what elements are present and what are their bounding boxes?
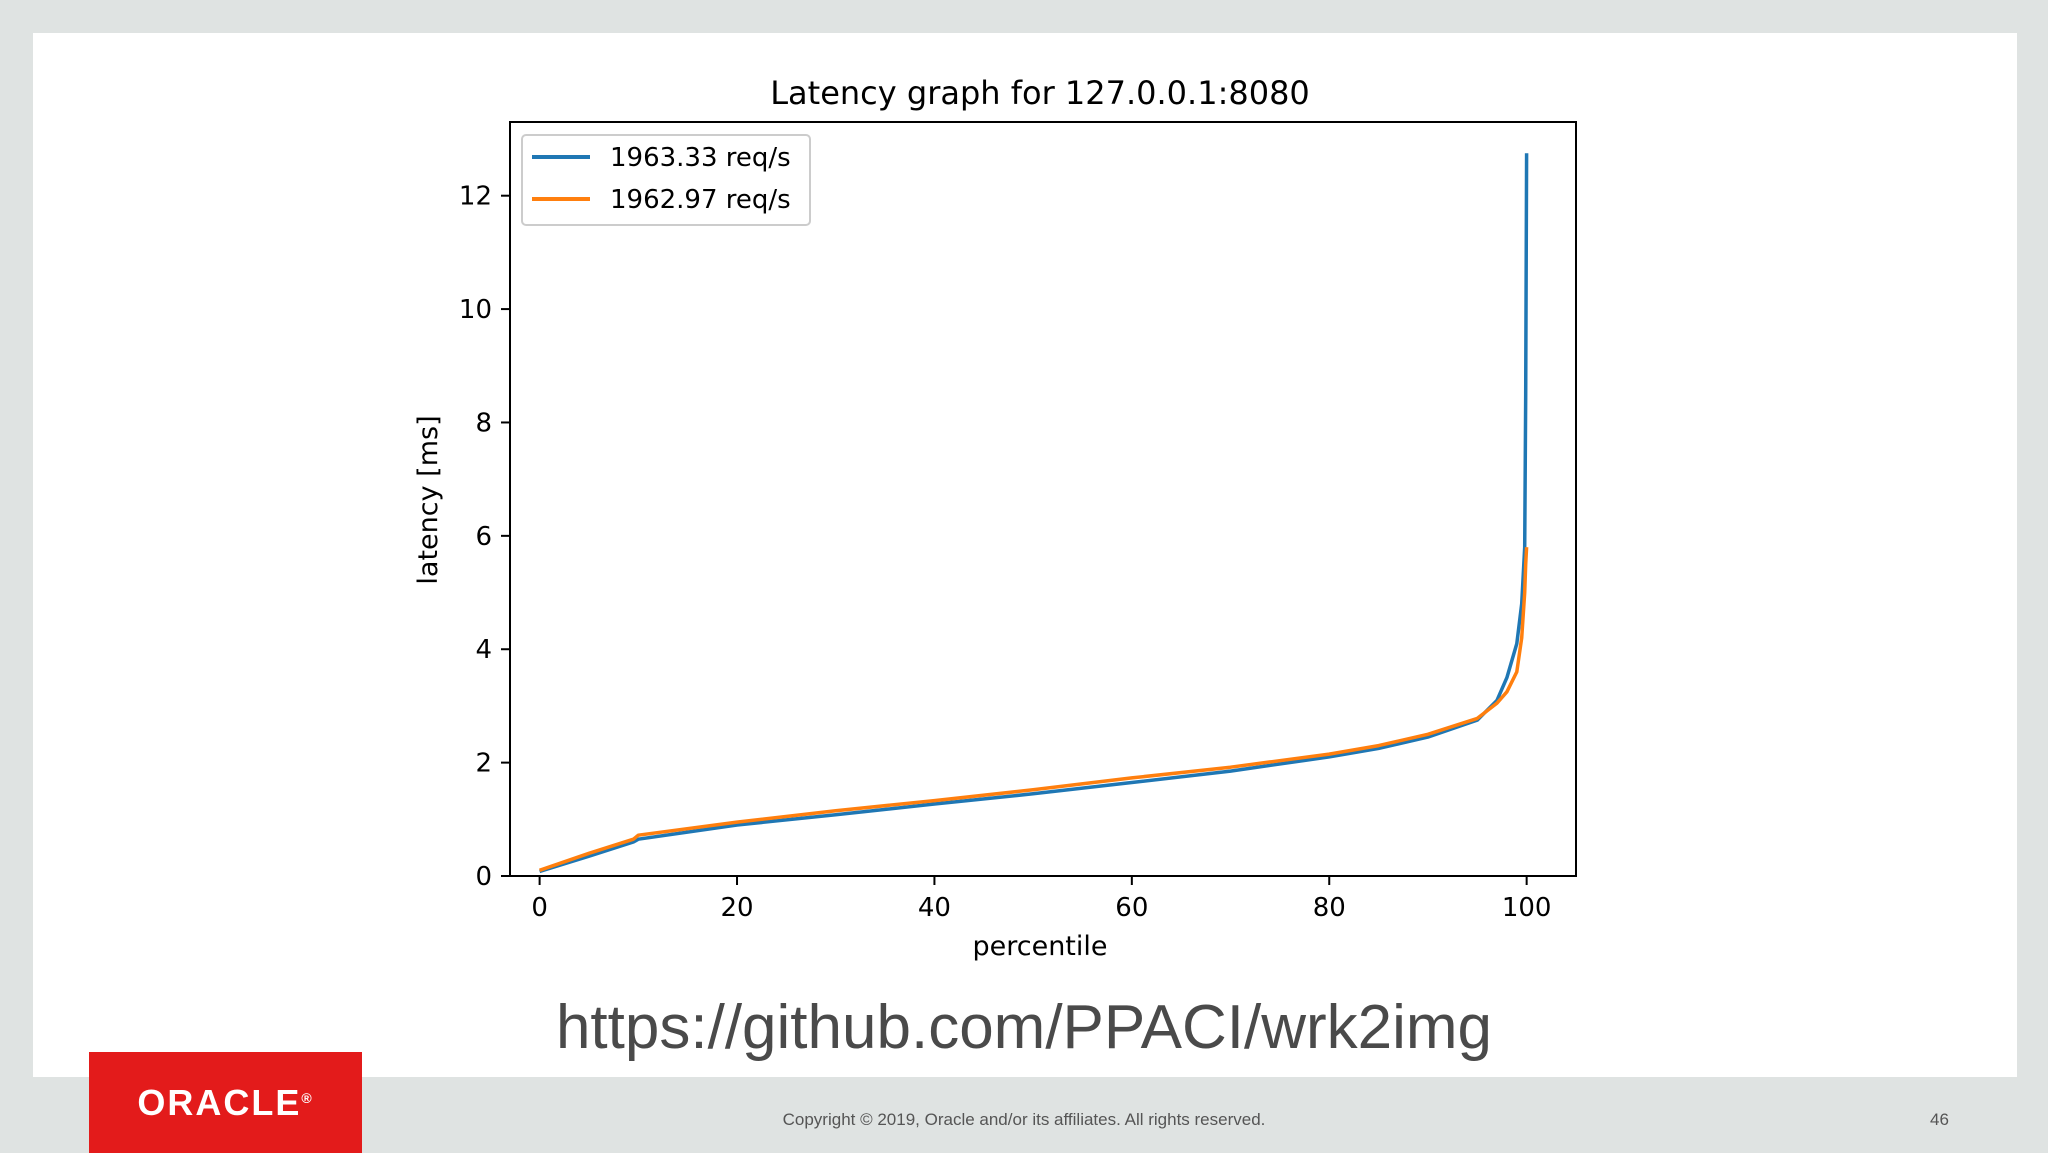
y-tick-label: 10 <box>459 295 492 325</box>
page-number: 46 <box>1930 1110 1949 1129</box>
series-line-1 <box>539 153 1529 874</box>
y-tick-label: 0 <box>475 862 492 892</box>
chart-legend: 1963.33 req/s 1962.97 req/s <box>521 134 811 226</box>
oracle-logo: ORACLE ® <box>89 1052 362 1153</box>
legend-box <box>521 134 811 226</box>
x-tick-label: 100 <box>1502 893 1552 923</box>
x-tick-label: 60 <box>1115 893 1148 923</box>
y-tick-label: 6 <box>475 522 492 552</box>
legend-label-2: 1962.97 req/s <box>610 185 791 215</box>
x-tick-label: 0 <box>531 893 548 923</box>
chart-title: Latency graph for 127.0.0.1:8080 <box>770 74 1310 112</box>
x-tick-label: 80 <box>1313 893 1346 923</box>
x-tick-label: 20 <box>720 893 753 923</box>
legend-label-1: 1963.33 req/s <box>610 143 791 173</box>
x-tick-label: 40 <box>918 893 951 923</box>
plot-frame <box>509 121 1577 877</box>
github-url-link[interactable]: https://github.com/PPACI/wrk2img <box>555 993 1493 1062</box>
x-axis-label: percentile <box>972 931 1107 962</box>
y-tick-label: 8 <box>475 408 492 438</box>
y-axis-label: latency [ms] <box>413 415 444 584</box>
oracle-logo-text: ORACLE <box>137 1081 302 1123</box>
y-tick-label: 4 <box>475 635 492 665</box>
y-tick-label: 12 <box>459 182 492 212</box>
y-tick-label: 2 <box>475 749 492 779</box>
series-line-2 <box>539 547 1529 872</box>
copyright-text: Copyright © 2019, Oracle and/or its affi… <box>782 1110 1266 1129</box>
slide-canvas <box>33 33 2017 1077</box>
registered-mark: ® <box>301 1090 314 1106</box>
